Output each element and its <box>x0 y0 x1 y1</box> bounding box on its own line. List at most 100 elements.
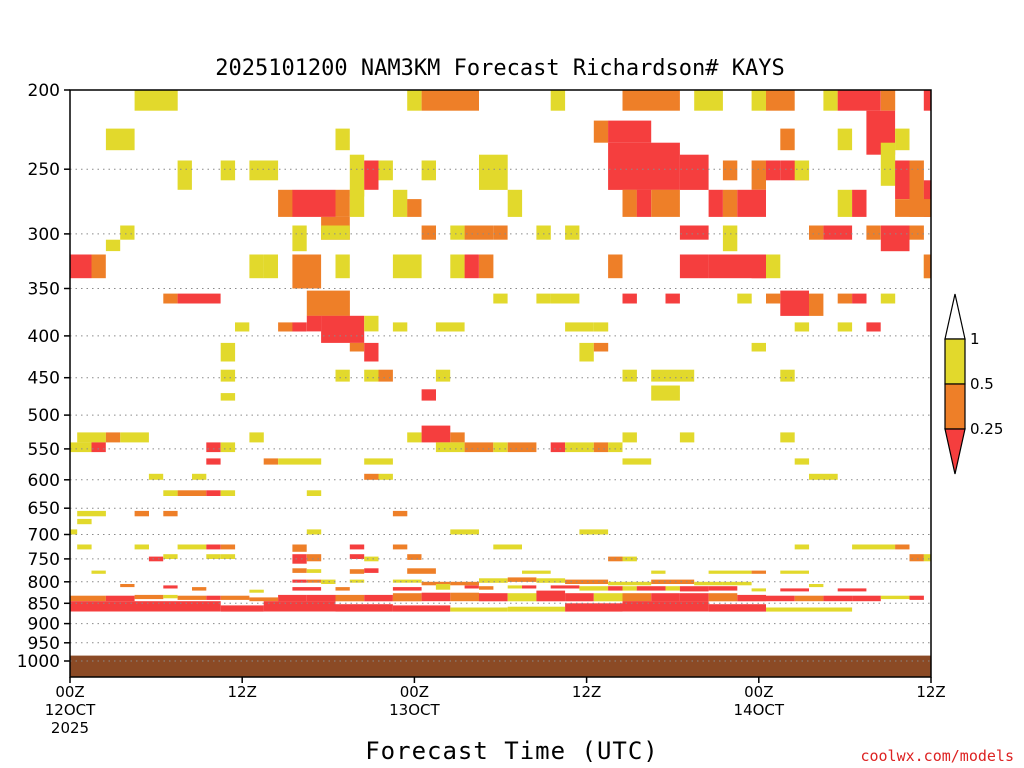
y-tick-label: 450 <box>28 369 60 389</box>
heatmap-cell <box>249 597 279 602</box>
heatmap-cell <box>70 529 78 535</box>
heatmap-cell <box>220 351 236 362</box>
heatmap-cell <box>622 90 680 111</box>
heatmap-cell <box>364 458 393 465</box>
y-tick-label: 800 <box>28 573 60 593</box>
heatmap-cell <box>823 595 853 602</box>
heatmap-cell <box>278 322 293 332</box>
heatmap-cell <box>909 595 924 600</box>
heatmap-cell <box>479 578 508 583</box>
legend-swatch-below-0.25 <box>944 428 966 475</box>
heatmap-cell <box>206 442 221 453</box>
heatmap-cell <box>665 586 680 591</box>
legend-label: 0.25 <box>970 420 1003 438</box>
heatmap-cell <box>407 432 422 443</box>
heatmap-cell <box>364 594 393 602</box>
x-tick-label: 12Z <box>572 683 601 701</box>
heatmap-cell <box>780 570 809 574</box>
heatmap-cell <box>507 593 537 602</box>
heatmap-cell <box>349 189 365 217</box>
y-tick-label: 550 <box>28 440 60 460</box>
legend-swatch-above-1 <box>944 293 966 340</box>
heatmap-cell <box>91 570 106 574</box>
y-tick-label: 350 <box>28 280 60 300</box>
heatmap-cell <box>392 587 422 591</box>
heatmap-cell <box>852 293 867 304</box>
heatmap-cell <box>823 225 853 240</box>
heatmap-cell <box>679 432 695 443</box>
heatmap-cell <box>349 342 365 352</box>
heatmap-cell <box>579 342 594 352</box>
heatmap-cell <box>349 154 365 197</box>
heatmap-cell <box>651 369 666 382</box>
heatmap-cell <box>378 369 393 382</box>
heatmap-cell <box>608 142 680 190</box>
heatmap-cell <box>565 579 609 584</box>
heatmap-cell <box>421 389 436 401</box>
heatmap-cell <box>608 254 623 279</box>
heatmap-cell <box>837 128 853 151</box>
heatmap-cell <box>636 586 666 591</box>
heatmap-cell <box>780 432 795 443</box>
heatmap-cell <box>809 293 824 316</box>
heatmap-cell <box>780 369 795 382</box>
heatmap-cell <box>794 322 810 332</box>
heatmap-cell <box>751 570 766 574</box>
heatmap-cell <box>751 588 766 592</box>
heatmap-cell <box>464 442 494 453</box>
heatmap-cell <box>206 595 221 600</box>
heatmap-cell <box>550 90 566 111</box>
heatmap-cell <box>880 595 910 600</box>
heatmap-cell <box>550 585 580 589</box>
heatmap-cell <box>392 579 422 583</box>
heatmap-cell <box>622 593 652 602</box>
heatmap-cell <box>435 369 451 382</box>
heatmap-cell <box>192 587 207 591</box>
heatmap-cell <box>464 225 494 240</box>
heatmap-cell <box>134 594 164 600</box>
heatmap-cell <box>479 593 508 602</box>
heatmap-cell <box>249 432 264 443</box>
heatmap-cell <box>622 556 637 562</box>
heatmap-cell <box>120 225 135 240</box>
heatmap-cell <box>665 369 695 382</box>
y-tick-label: 400 <box>28 327 60 347</box>
legend: 1 0.5 0.25 <box>944 293 1003 475</box>
plot-frame <box>69 89 932 678</box>
heatmap-cell <box>70 254 92 279</box>
heatmap-cell <box>837 322 853 332</box>
heatmap-cell <box>593 593 623 602</box>
heatmap-cell <box>364 160 379 190</box>
heatmap-cell <box>579 529 609 535</box>
x-tick-label: 12OCT <box>45 701 96 719</box>
heatmap-cell <box>91 442 106 453</box>
heatmap-cell <box>220 160 236 181</box>
ground-layer <box>70 655 931 677</box>
heatmap-cell <box>148 556 164 562</box>
heatmap-cell <box>493 225 508 240</box>
heatmap-cell <box>708 604 766 612</box>
heatmap-cell <box>536 578 566 583</box>
heatmap-cell <box>220 442 236 453</box>
heatmap-cell <box>479 154 508 190</box>
y-tick-label: 850 <box>28 594 60 614</box>
heatmap-cell <box>364 568 379 573</box>
heatmap-cell <box>435 584 451 590</box>
x-tick-label: 12Z <box>228 683 257 701</box>
heatmap-cell <box>163 490 178 496</box>
y-tick-label: 700 <box>28 526 60 546</box>
legend-label: 1 <box>970 330 980 348</box>
heatmap-cell <box>622 458 652 465</box>
heatmap-cell <box>708 586 738 591</box>
heatmap-cell <box>249 589 264 593</box>
heatmap-cell <box>780 290 809 316</box>
heatmap-cell <box>177 160 192 190</box>
heatmap-cell <box>77 510 106 517</box>
heatmap-cell <box>263 458 278 465</box>
heatmap-cell <box>679 586 709 592</box>
heatmap-cell <box>895 199 910 217</box>
heatmap-cell <box>306 554 322 562</box>
credit-link[interactable]: coolwx.com/models <box>860 747 1014 765</box>
heatmap-cell <box>880 142 896 186</box>
y-tick-label: 300 <box>28 225 60 245</box>
